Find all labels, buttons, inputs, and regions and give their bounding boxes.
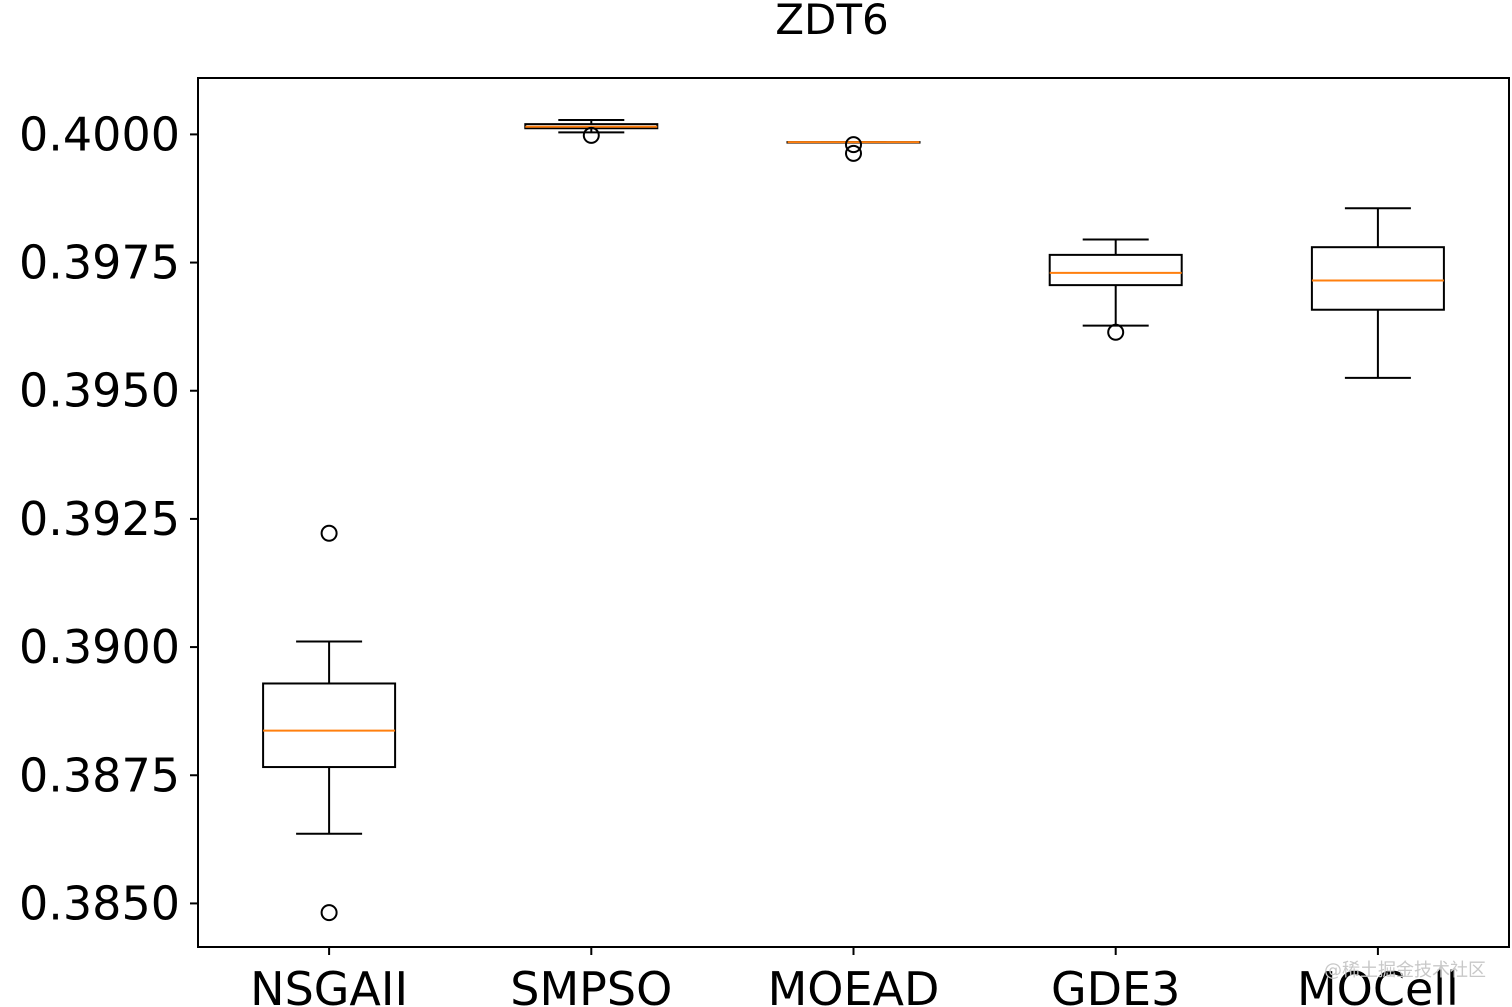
x-tick-label: GDE3 [1051,962,1180,1007]
y-tick-label: 0.3975 [19,236,180,290]
x-tick-label: SMPSO [510,962,672,1007]
watermark-text: @稀土掘金技术社区 [1324,960,1486,981]
x-tick-label: MOCell [1297,962,1459,1007]
box-mocell [1310,207,1445,379]
y-tick-label: 0.3875 [19,748,180,802]
box-smpso [524,119,659,144]
y-tick-label: 0.3900 [19,620,180,674]
outlier-point [582,126,600,144]
y-axis: 0.3850 0.3875 0.3900 0.3925 0.3950 0.3975 0.40… [19,107,198,930]
y-tick-label: 0.3950 [19,364,180,418]
outlier-point [845,136,862,154]
box-iqr [262,682,397,769]
outlier-point [845,144,862,162]
box-nsgaii [262,524,397,922]
y-tick-label: 0.4000 [19,107,180,161]
y-tick-label: 0.3925 [19,492,180,546]
chart-title: ZDT6 [775,0,889,44]
box-iqr [1048,253,1183,287]
y-tick-label: 0.3850 [19,876,180,930]
plot-area-frame [197,77,1510,948]
x-axis: NSGAII SMPSO MOEAD GDE3 MOCell [250,947,1459,1007]
box-plots [262,119,1445,922]
outlier-point [320,524,338,542]
x-tick-label: MOEAD [768,962,940,1007]
box-gde3 [1048,238,1183,341]
box-iqr [1310,246,1445,311]
x-tick-label: NSGAII [250,962,408,1007]
outlier-point [1107,323,1125,341]
outlier-point [320,904,338,922]
box-moead [786,136,921,162]
